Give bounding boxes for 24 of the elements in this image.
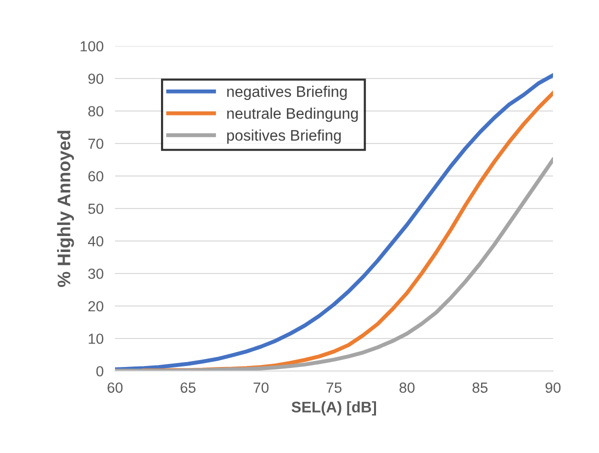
y-tick-label: 50 [88, 204, 104, 214]
legend-label: positives Briefing [227, 130, 341, 144]
x-tick-label: 85 [472, 382, 488, 393]
y-tick-label: 70 [88, 138, 104, 149]
x-tick-label: 90 [546, 382, 561, 393]
y-tick-label: 20 [88, 301, 104, 312]
y-tick-label: 90 [88, 74, 104, 84]
y-tick-label: 80 [88, 106, 104, 116]
y-tick-label: 10 [88, 334, 104, 344]
y-tick-label: 100 [80, 41, 104, 52]
x-tick-label: 80 [400, 382, 415, 393]
y-tick-label: 30 [88, 268, 104, 279]
x-tick-label: 65 [180, 382, 196, 393]
line-series [115, 158, 553, 371]
legend-label: neutrale Bedingung [227, 108, 358, 122]
y-axis-title: % Highly Annoyed [57, 130, 74, 287]
y-tick-label: 0 [96, 366, 104, 376]
x-tick-label: 60 [108, 382, 123, 393]
y-tick-label: 40 [88, 236, 104, 246]
x-tick-label: 70 [254, 382, 269, 393]
legend-label: negatives Briefing [227, 86, 347, 100]
y-tick-label: 60 [88, 171, 104, 182]
x-axis-title: SEL(A) [dB] [292, 401, 376, 416]
x-tick-label: 75 [326, 382, 342, 393]
